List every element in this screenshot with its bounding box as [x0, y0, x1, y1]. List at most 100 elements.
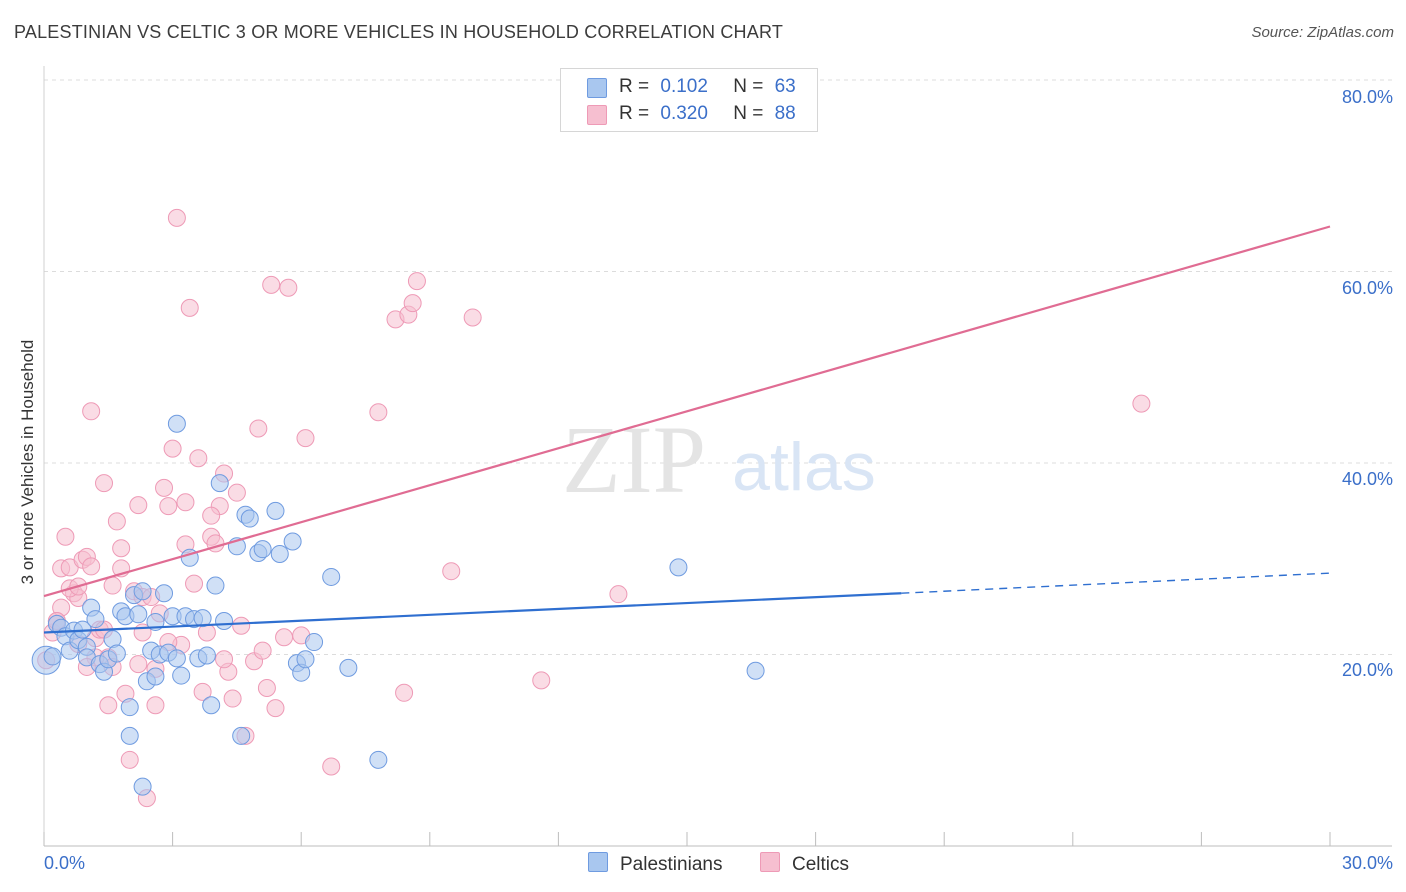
palestinians-point: [155, 584, 174, 603]
y-tick-label-40: 40.0%: [1341, 469, 1393, 489]
celtics-point: [403, 294, 422, 313]
celtics-point: [202, 506, 221, 525]
celtics-point: [129, 655, 148, 674]
palestinians-point: [669, 558, 688, 577]
legend-n-label: N =: [733, 76, 764, 97]
celtics-point: [99, 696, 118, 715]
celtics-point: [167, 208, 186, 227]
celtics-point: [266, 699, 285, 718]
legend-n-value: 88: [774, 103, 796, 124]
palestinians-point: [167, 414, 186, 433]
palestinians-trend-extension: [901, 572, 1331, 594]
celtics-point: [296, 429, 315, 448]
celtics-point: [189, 449, 208, 468]
celtics-point: [193, 682, 212, 701]
palestinians-point: [369, 750, 388, 769]
palestinians-point: [240, 509, 259, 528]
celtics-point: [223, 689, 242, 708]
palestinians-point: [202, 696, 221, 715]
celtics-point: [407, 272, 426, 291]
celtics-point: [253, 641, 272, 660]
celtics-point: [262, 275, 281, 294]
celtics-point: [1132, 394, 1151, 413]
celtics-point: [227, 483, 246, 502]
celtics-point: [155, 478, 174, 497]
palestinians-point: [133, 777, 152, 796]
palestinians-point: [129, 605, 148, 624]
celtics-point: [176, 493, 195, 512]
y-tick-label-20: 20.0%: [1341, 660, 1393, 680]
palestinians-point: [339, 658, 358, 677]
celtics-point: [185, 574, 204, 593]
x-tick-label-end: 30.0%: [1341, 853, 1393, 873]
bottom-legend-celtics: Celtics: [760, 852, 849, 876]
bottom-legend-swatch-celtics: [760, 852, 780, 872]
y-tick-label-80: 80.0%: [1341, 87, 1393, 107]
palestinians-trend-line: [43, 592, 902, 634]
palestinians-point: [210, 474, 229, 493]
celtics-point: [95, 474, 114, 493]
palestinians-point: [270, 544, 289, 563]
palestinians-point: [86, 610, 105, 629]
celtics-point: [56, 527, 75, 546]
palestinians-point: [215, 611, 234, 630]
palestinians-point: [322, 567, 341, 586]
celtics-point: [215, 650, 234, 669]
palestinians-point: [283, 532, 302, 551]
celtics-point: [442, 562, 461, 581]
palestinians-point: [146, 667, 165, 686]
celtics-point: [120, 750, 139, 769]
correlation-legend: R = 0.102 N = 63 R = 0.320 N = 88: [560, 68, 818, 132]
celtics-point: [159, 497, 178, 516]
palestinians-point: [120, 698, 139, 717]
x-tick-label-start: 0.0%: [44, 853, 86, 873]
celtics-point: [275, 628, 294, 647]
celtics-point: [463, 308, 482, 327]
celtics-point: [107, 512, 126, 531]
legend-r-label: R =: [619, 103, 650, 124]
bottom-legend-swatch-palestinians: [588, 852, 608, 872]
palestinians-point: [107, 644, 126, 663]
source-label: Source: ZipAtlas.com: [1251, 24, 1394, 41]
bottom-legend-label-celtics: Celtics: [792, 854, 850, 875]
celtics-point: [249, 419, 268, 438]
chart-title: PALESTINIAN VS CELTIC 3 OR MORE VEHICLES…: [14, 22, 784, 42]
palestinians-point: [172, 666, 191, 685]
celtics-point: [257, 679, 276, 698]
celtics-point: [82, 557, 101, 576]
celtics-point: [180, 298, 199, 317]
watermark: ZIP atlas: [562, 406, 876, 513]
palestinians-point: [120, 726, 139, 745]
palestinians-point: [193, 609, 212, 628]
legend-r-value: 0.102: [660, 76, 708, 97]
palestinians-point: [253, 540, 272, 559]
celtics-point: [279, 278, 298, 297]
celtics-point: [163, 439, 182, 458]
palestinians-point: [305, 633, 324, 652]
celtics-point: [129, 496, 148, 515]
watermark-atlas: atlas: [732, 429, 876, 505]
x-ticks: [43, 832, 1331, 846]
celtics-point: [395, 683, 414, 702]
palestinians-point: [206, 576, 225, 595]
trend-lines: [43, 225, 1331, 634]
palestinians-point: [43, 647, 62, 666]
legend-n-value: 63: [774, 76, 796, 97]
celtics-point: [103, 576, 122, 595]
palestinians-point: [266, 501, 285, 520]
y-tick-label-60: 60.0%: [1341, 278, 1393, 298]
legend-r-value: 0.320: [660, 103, 708, 124]
celtics-point: [532, 671, 551, 690]
palestinians-point: [232, 726, 251, 745]
celtics-point: [232, 616, 251, 635]
celtics-point: [146, 696, 165, 715]
palestinians-point: [197, 646, 216, 665]
palestinians-point: [133, 582, 152, 601]
legend-r-label: R =: [619, 76, 650, 97]
palestinians-points: [31, 414, 765, 796]
watermark-zip: ZIP: [562, 406, 706, 513]
grid-lines: [44, 79, 1392, 655]
celtics-point: [112, 539, 131, 558]
palestinians-point: [746, 661, 765, 680]
